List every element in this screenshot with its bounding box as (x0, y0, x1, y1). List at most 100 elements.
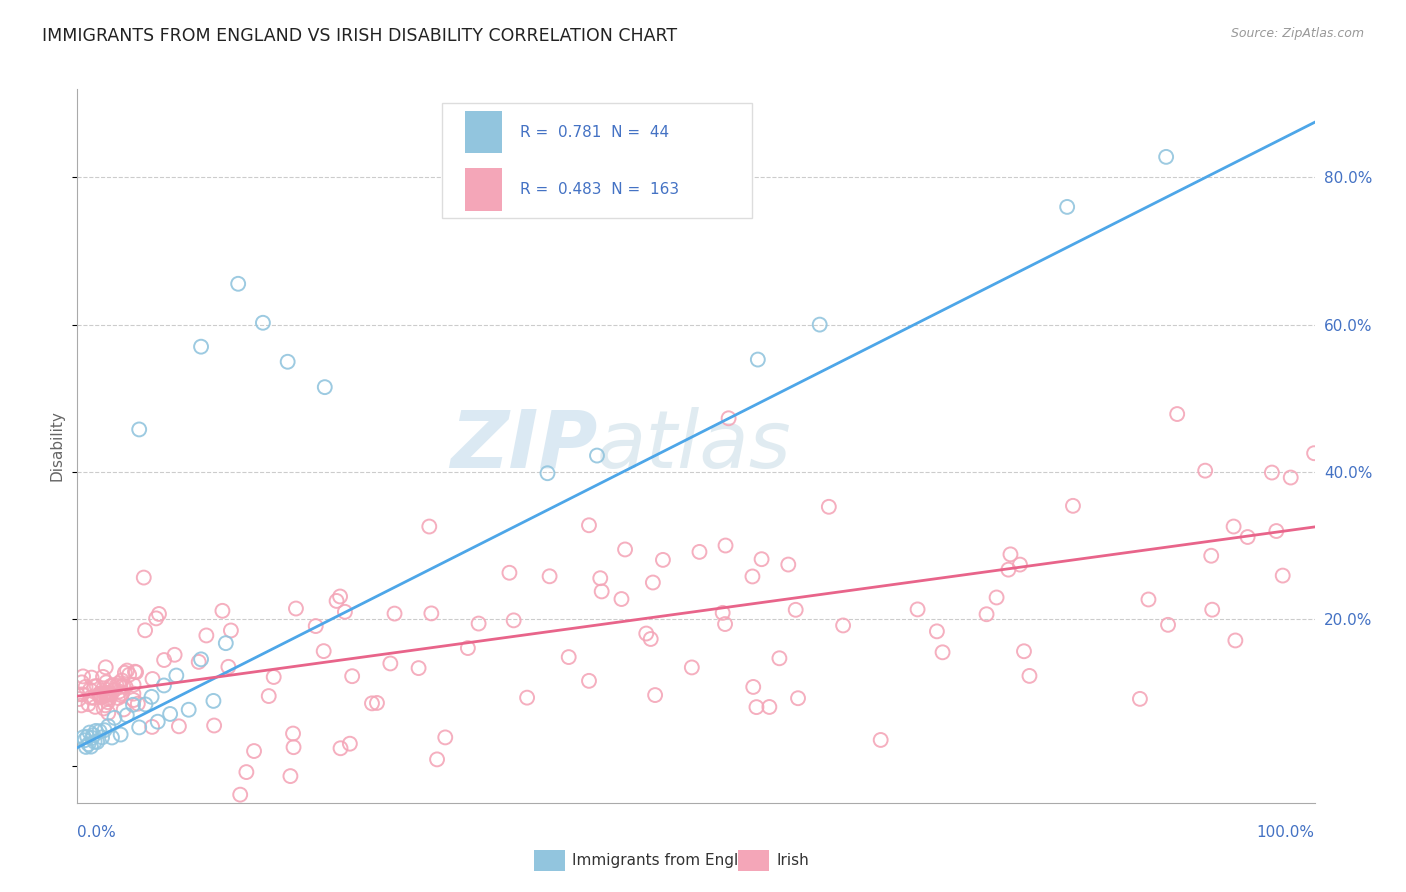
Point (808, 318, 831, 332)
Point (536, 467, 558, 481)
Point (146, 714, 169, 729)
Point (114, 665, 136, 680)
Point (127, 697, 149, 711)
Point (742, 680, 765, 694)
Point (1271, 568, 1294, 582)
Point (366, 696, 388, 710)
Point (79, 690, 101, 705)
Point (110, 728, 132, 742)
Point (339, 737, 361, 751)
Point (93, 701, 115, 715)
Point (110, 688, 132, 702)
Point (70, 698, 93, 713)
Point (159, 706, 181, 721)
Point (1194, 464, 1216, 478)
Point (125, 665, 148, 680)
Point (418, 519, 440, 533)
Point (1056, 200, 1078, 214)
Point (1008, 558, 1031, 572)
Point (384, 607, 406, 621)
Point (283, 740, 305, 755)
Point (229, 788, 252, 802)
Point (190, 340, 212, 354)
Point (1062, 499, 1084, 513)
Point (73, 733, 96, 747)
Point (84, 723, 107, 738)
Point (314, 380, 336, 394)
Point (986, 591, 1008, 605)
Point (122, 698, 145, 712)
Point (586, 449, 609, 463)
Point (97, 695, 120, 709)
Point (190, 652, 212, 666)
Point (778, 558, 800, 572)
Point (340, 669, 363, 683)
Point (86, 679, 108, 693)
Point (111, 673, 134, 688)
Point (98, 688, 121, 702)
Point (610, 592, 633, 607)
Point (100, 679, 122, 693)
Point (215, 636, 238, 650)
Point (578, 673, 600, 688)
Point (97, 686, 120, 700)
Point (785, 603, 807, 617)
Point (70, 687, 93, 701)
Point (122, 687, 145, 701)
Point (94, 698, 117, 713)
Point (89, 687, 111, 701)
Point (132, 571, 155, 585)
Point (93, 681, 115, 696)
Point (578, 518, 600, 533)
Point (1261, 466, 1284, 480)
Point (420, 607, 443, 621)
Text: 100.0%: 100.0% (1257, 825, 1315, 840)
Point (187, 655, 209, 669)
Point (219, 624, 242, 638)
Point (1137, 592, 1160, 607)
Point (768, 651, 790, 665)
Point (380, 657, 402, 671)
Point (202, 718, 225, 732)
Point (688, 545, 710, 559)
Point (103, 711, 125, 725)
Point (141, 672, 163, 686)
Point (86, 735, 108, 749)
Point (141, 720, 163, 734)
Point (98, 687, 121, 701)
Point (361, 697, 384, 711)
Point (787, 691, 810, 706)
Point (931, 645, 953, 659)
Point (66, 687, 89, 701)
Point (1303, 446, 1326, 460)
Point (640, 632, 662, 646)
Point (751, 552, 773, 566)
Point (257, 689, 280, 703)
Point (128, 720, 150, 734)
Point (93, 687, 115, 701)
Point (925, 624, 948, 639)
Point (118, 667, 141, 681)
Point (112, 702, 135, 716)
Point (1012, 644, 1035, 658)
Point (217, 660, 239, 674)
Point (153, 653, 176, 667)
Point (77, 697, 100, 711)
Point (112, 679, 135, 693)
Point (89, 690, 111, 704)
Point (211, 604, 233, 618)
Point (114, 680, 136, 694)
Point (79, 682, 101, 697)
Point (128, 422, 150, 436)
Point (252, 316, 274, 330)
Point (82, 728, 104, 742)
Point (636, 626, 658, 640)
Point (747, 352, 769, 367)
Point (115, 664, 138, 678)
Point (1157, 617, 1180, 632)
Point (614, 542, 637, 557)
Point (165, 668, 187, 682)
Point (1222, 519, 1244, 533)
Point (124, 665, 146, 679)
Point (1199, 549, 1222, 563)
